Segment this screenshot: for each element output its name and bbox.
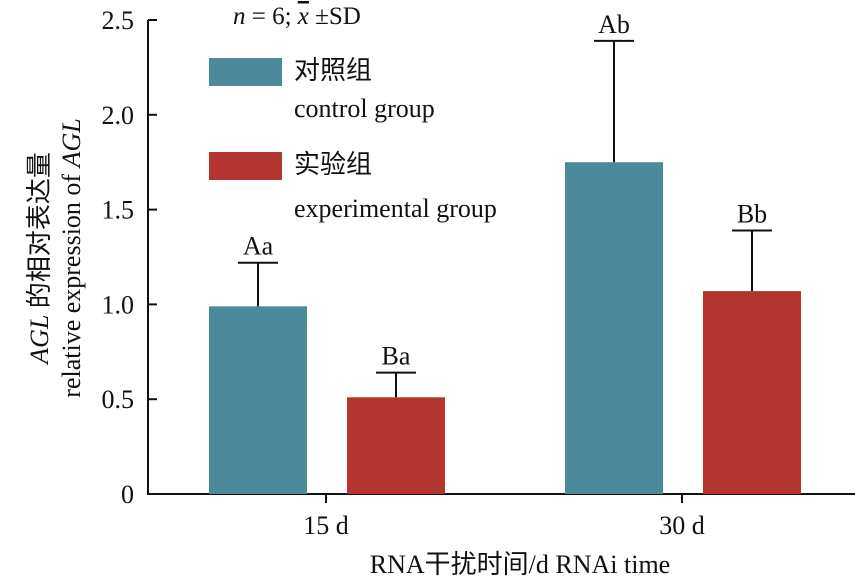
legend-label-control-zh: 对照组 — [294, 56, 372, 85]
y-tick-label: 2.0 — [102, 101, 135, 130]
significance-label: Ab — [598, 10, 630, 39]
y-tick-label: 1.0 — [102, 290, 135, 319]
y-axis-label-en: relative expression of AGL — [57, 118, 86, 397]
x-axis-label: RNA干扰时间/d RNAi time — [370, 550, 670, 579]
x-tick-label-30d: 30 d — [659, 511, 705, 540]
bar — [703, 291, 801, 494]
legend-label-control-en: control group — [294, 94, 435, 123]
bar — [347, 397, 445, 494]
y-tick-label: 1.5 — [102, 196, 135, 225]
legend: 对照组 control group 实验组 experimental group — [209, 56, 497, 223]
bar — [565, 162, 663, 494]
legend-label-experimental-zh: 实验组 — [294, 150, 372, 179]
y-tick-label: 0.5 — [102, 385, 135, 414]
stats-annotation: n = 6; x ±SD — [233, 3, 361, 30]
y-tick-label: 2.5 — [102, 6, 135, 35]
legend-swatch-experimental — [209, 152, 282, 180]
y-axis-label-zh: AGL 的相对表达量 — [25, 152, 54, 366]
significance-label: Bb — [737, 199, 767, 228]
legend-swatch-control — [209, 58, 282, 86]
significance-label: Aa — [243, 232, 274, 261]
significance-label: Ba — [382, 342, 411, 371]
x-tick-label-15d: 15 d — [303, 511, 349, 540]
y-tick-label: 0 — [121, 480, 134, 509]
bar — [209, 306, 307, 494]
legend-label-experimental-en: experimental group — [294, 194, 497, 223]
